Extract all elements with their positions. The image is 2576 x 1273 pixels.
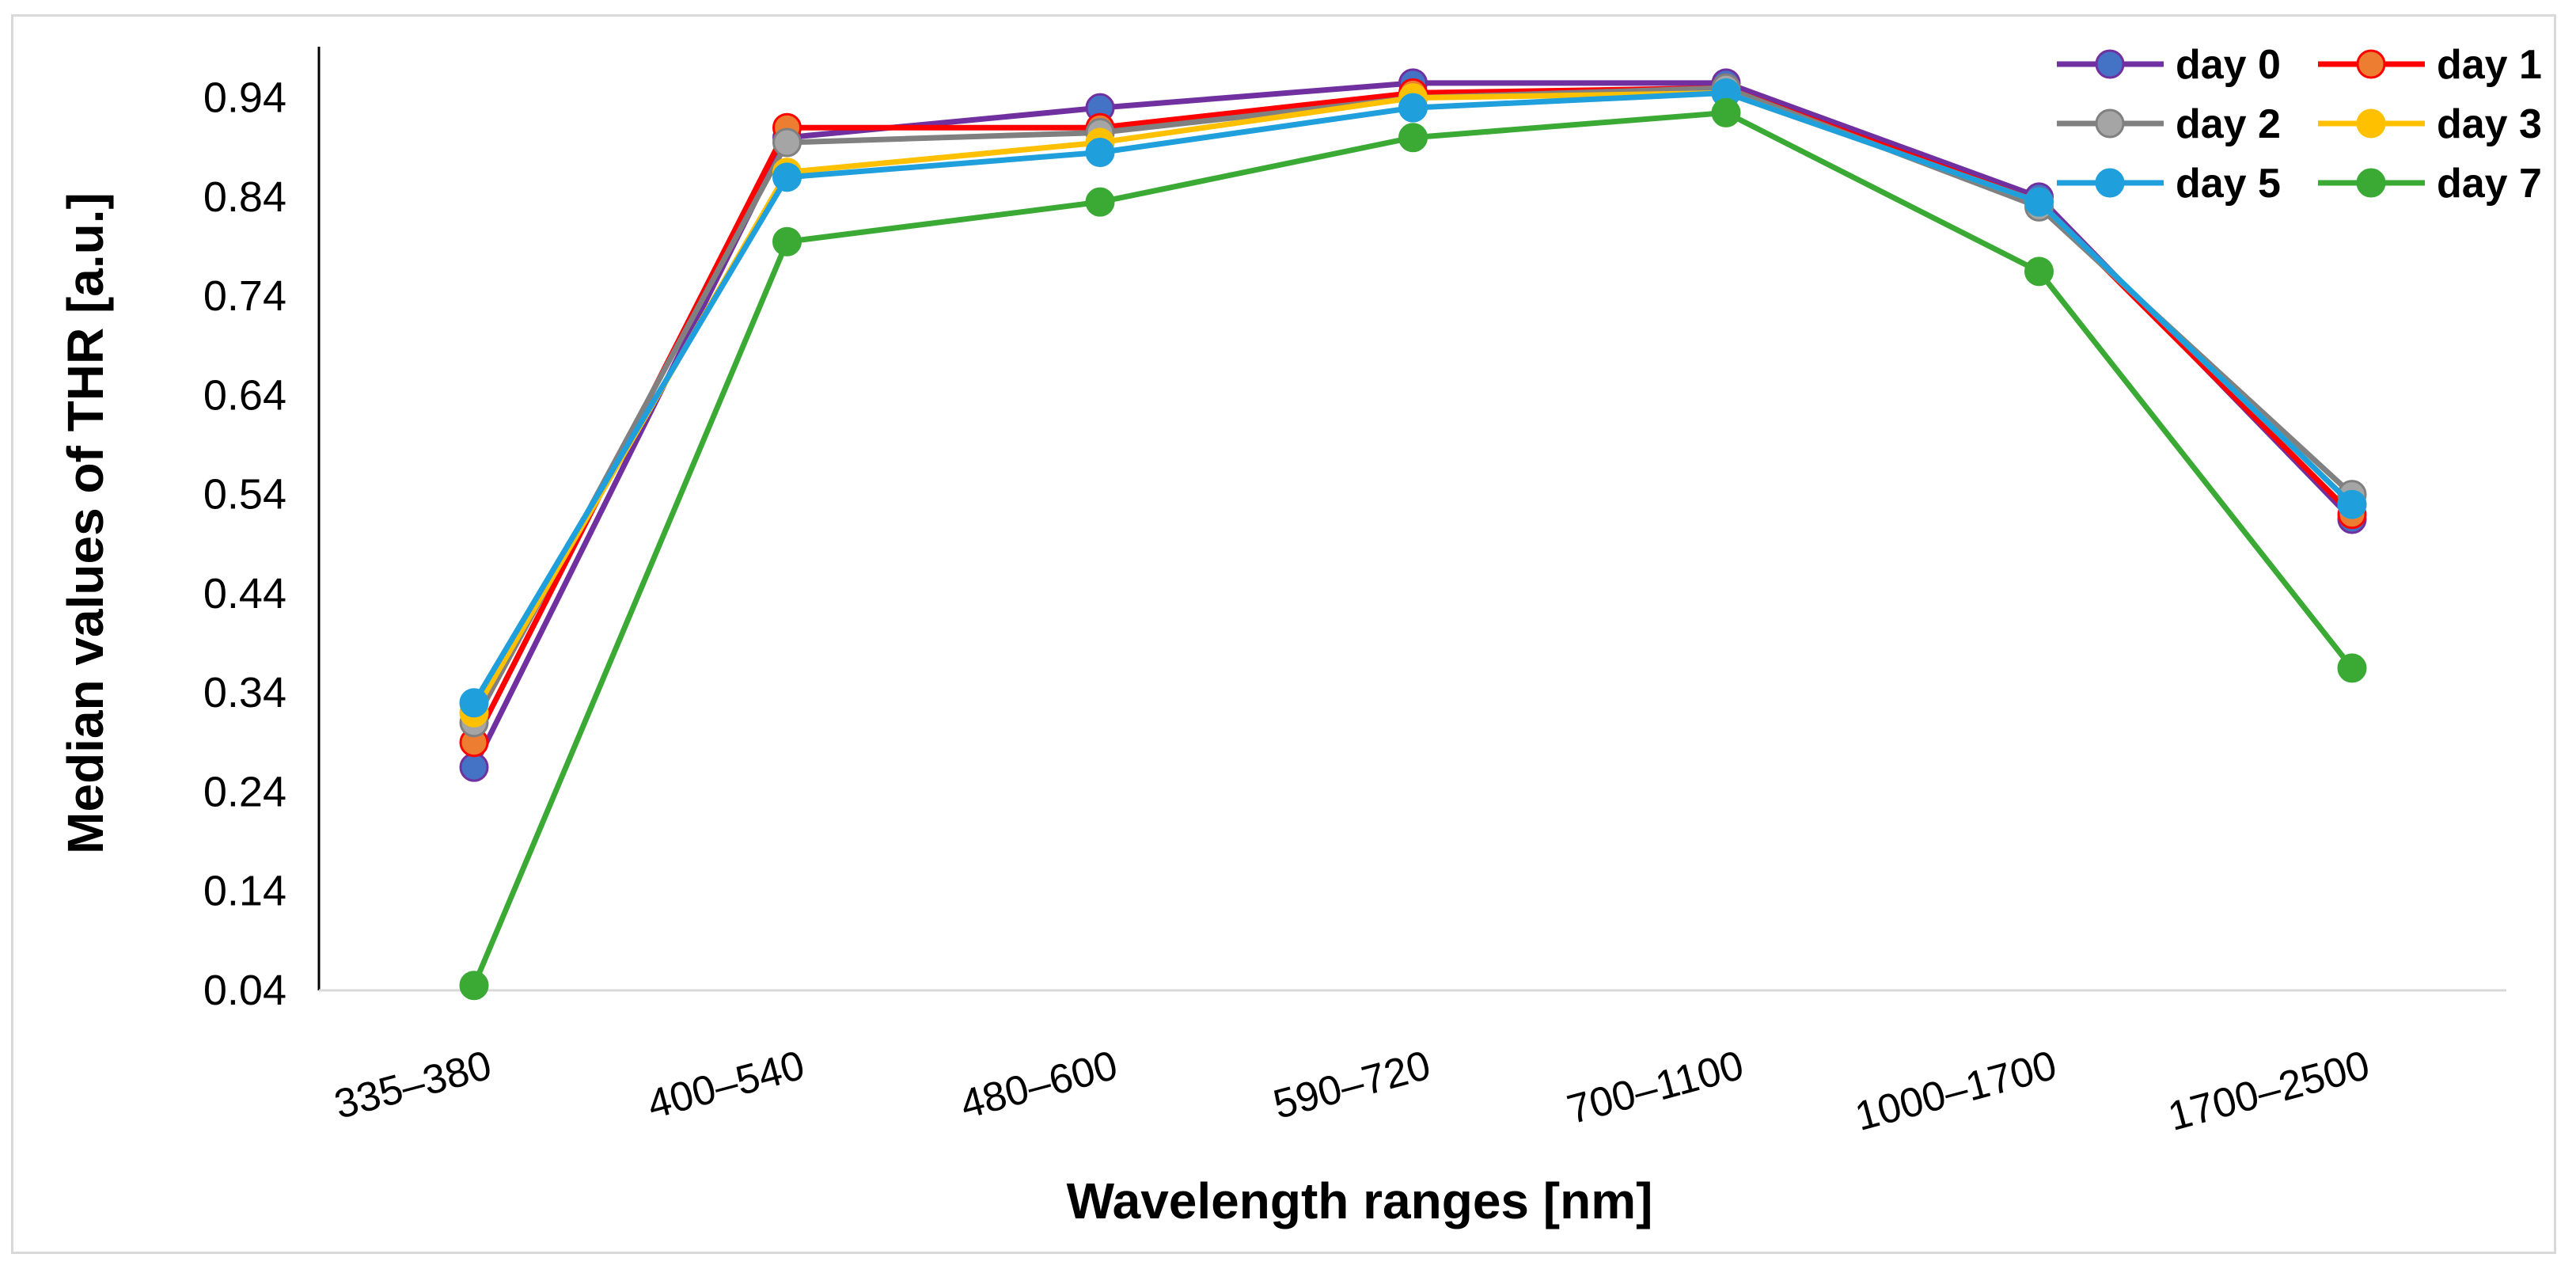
data-point	[459, 752, 489, 782]
chart-svg: 0.04 0.14 0.24 0.34 0.44 0.54 0.64 0.74 0.84 0.94…	[57, 42, 2542, 1229]
data-point	[459, 688, 489, 718]
legend-item: day 1	[2318, 42, 2542, 88]
data-point	[2024, 256, 2054, 287]
chart-frame: 0.04 0.14 0.24 0.34 0.44 0.54 0.64 0.74 0.84 0.94…	[11, 14, 2556, 1254]
x-tick-label: 590–720	[1269, 1043, 1436, 1128]
x-tick-label: 480–600	[956, 1043, 1123, 1128]
series-day-7	[459, 97, 2367, 1001]
data-point	[1085, 187, 1115, 217]
series-day-1	[459, 73, 2367, 758]
x-tick-label: 335–380	[330, 1043, 497, 1128]
legend-label: day 5	[2176, 161, 2281, 207]
legend-label: day 1	[2437, 42, 2542, 88]
x-tick-label: 1000–1700	[1850, 1043, 2061, 1140]
y-tick-label: 0.34	[203, 669, 286, 716]
series-line	[471, 109, 2354, 987]
series-line	[471, 85, 2354, 744]
legend-item: day 0	[2057, 42, 2281, 88]
data-point	[772, 162, 802, 192]
y-tick-label: 0.64	[203, 371, 286, 419]
legend-item: day 2	[2057, 101, 2281, 147]
legend: day 0 day 1 day 2 day 3 day 5 day 7	[2057, 42, 2542, 207]
y-tick-label: 0.14	[203, 868, 286, 915]
legend-label: day 3	[2437, 101, 2542, 147]
y-tick-label: 0.94	[203, 74, 286, 122]
x-axis-title: Wavelength ranges [nm]	[1067, 1172, 1653, 1229]
legend-item: day 3	[2318, 101, 2542, 147]
series-layer	[459, 68, 2367, 1001]
y-tick-label: 0.54	[203, 471, 286, 519]
legend-swatch-marker	[2356, 49, 2386, 79]
legend-swatch-marker	[2356, 108, 2386, 139]
x-tick-label: 700–1100	[1562, 1043, 1748, 1134]
data-point	[772, 127, 802, 158]
legend-swatch-marker	[2356, 168, 2386, 198]
data-point	[2024, 187, 2054, 217]
legend-swatch-marker	[2095, 49, 2125, 79]
series-day-2	[459, 73, 2367, 738]
legend-label: day 7	[2437, 161, 2542, 207]
series-day-5	[459, 78, 2367, 718]
data-point	[772, 226, 802, 256]
y-tick-label: 0.84	[203, 173, 286, 221]
series-day-3	[459, 78, 2367, 728]
x-tick-labels: 335–380 400–540 480–600 590–720 700–1100 1000…	[330, 1043, 2375, 1140]
legend-swatch-marker	[2095, 168, 2125, 198]
x-tick-label: 400–540	[643, 1043, 810, 1128]
data-point	[459, 971, 489, 1001]
data-point	[2337, 489, 2367, 519]
y-tick-label: 0.24	[203, 768, 286, 815]
data-point	[1398, 93, 1428, 123]
y-tick-label: 0.04	[203, 967, 286, 1014]
legend-label: day 2	[2176, 101, 2281, 147]
data-point	[1711, 97, 1741, 127]
x-tick-label: 1700–2500	[2164, 1043, 2374, 1140]
legend-label: day 0	[2176, 42, 2281, 88]
axes	[317, 47, 2506, 992]
data-point	[1085, 138, 1115, 168]
data-point	[2337, 653, 2367, 683]
y-tick-label: 0.74	[203, 272, 286, 320]
y-axis-title: Median values of THR [a.u.]	[57, 192, 114, 854]
legend-item: day 5	[2057, 161, 2281, 207]
y-tick-label: 0.44	[203, 570, 286, 618]
series-day-0	[459, 68, 2367, 782]
y-tick-labels: 0.04 0.14 0.24 0.34 0.44 0.54 0.64 0.74 0.84 0.94	[203, 74, 286, 1014]
data-point	[1398, 123, 1428, 153]
legend-item: day 7	[2318, 161, 2542, 207]
legend-swatch-marker	[2095, 108, 2125, 139]
